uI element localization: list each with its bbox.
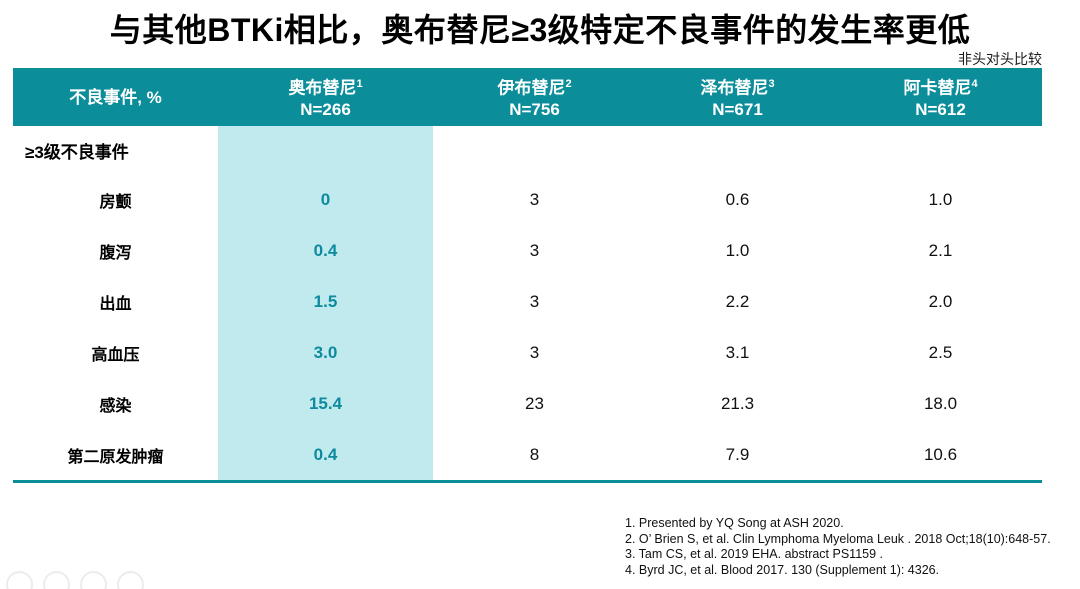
drug-n: N=266 — [300, 99, 351, 119]
drug-name: 阿卡替尼4 — [903, 78, 978, 98]
orelabrutinib-highlight-column — [218, 126, 433, 480]
header-cell-ibrutinib: 伊布替尼2 N=756 — [433, 68, 636, 126]
table-row: 高血压 3.0 3 3.1 2.5 — [13, 327, 1042, 378]
watermark-circle-icon — [43, 571, 70, 589]
value-cell: 3 — [529, 291, 540, 311]
table-row: 感染 15.4 23 21.3 18.0 — [13, 378, 1042, 429]
value-cell: 3.0 — [313, 342, 338, 362]
header-cell-zanubrutinib: 泽布替尼3 N=671 — [636, 68, 839, 126]
table-row: 腹泻 0.4 3 1.0 2.1 — [13, 225, 1042, 276]
drug-n: N=756 — [509, 99, 560, 119]
value-cell: 0.4 — [313, 444, 338, 464]
value-cell: 15.4 — [308, 393, 343, 413]
comparison-note: 非头对头比较 — [958, 51, 1042, 67]
watermark-circle-icon — [80, 571, 107, 589]
value-cell: 7.9 — [725, 444, 750, 464]
table-row: 第二原发肿瘤 0.4 8 7.9 10.6 — [13, 429, 1042, 480]
row-label: 高血压 — [91, 346, 140, 364]
table-bottom-rule — [13, 480, 1042, 483]
value-cell: 3 — [529, 342, 540, 362]
value-cell: 3 — [529, 189, 540, 209]
row-label: 感染 — [99, 397, 132, 415]
value-cell: 8 — [529, 444, 540, 464]
references-block: 1. Presented by YQ Song at ASH 2020. 2. … — [625, 516, 1080, 578]
value-cell: 3.1 — [725, 342, 750, 362]
drug-name: 奥布替尼1 — [288, 78, 363, 98]
value-cell: 0.4 — [313, 240, 338, 260]
reference-line: 3. Tam CS, et al. 2019 EHA. abstract PS1… — [625, 547, 884, 561]
drug-name: 泽布替尼3 — [700, 78, 775, 98]
value-cell: 1.0 — [928, 189, 953, 209]
value-cell: 2.0 — [928, 291, 953, 311]
value-cell: 21.3 — [720, 393, 755, 413]
section-label: ≥3级不良事件 — [25, 142, 129, 162]
watermark-circle-icon — [6, 571, 33, 589]
drug-name: 伊布替尼2 — [497, 78, 572, 98]
value-cell: 18.0 — [923, 393, 958, 413]
reference-line: 4. Byrd JC, et al. Blood 2017. 130 (Supp… — [625, 562, 940, 577]
value-cell: 3 — [529, 240, 540, 260]
watermark-circle-icon — [117, 571, 144, 589]
adverse-events-table: 不良事件, % 奥布替尼1 N=266 伊布替尼2 N=756 泽布替尼3 N=… — [13, 68, 1042, 483]
table-body: ≥3级不良事件 房颤 0 3 0.6 1.0 腹泻 0.4 3 1.0 2.1 … — [13, 126, 1042, 480]
reference-line: 1. Presented by YQ Song at ASH 2020. — [625, 516, 844, 530]
table-row: 房颤 0 3 0.6 1.0 — [13, 174, 1042, 225]
row-label: 腹泻 — [99, 244, 132, 262]
value-cell: 1.0 — [725, 240, 750, 260]
drug-n: N=612 — [915, 99, 966, 119]
row-label: 第二原发肿瘤 — [67, 448, 164, 466]
value-cell: 0 — [320, 189, 331, 209]
row-label: 出血 — [99, 295, 132, 313]
row-label: 房颤 — [99, 193, 132, 211]
header-cell-acalabrutinib: 阿卡替尼4 N=612 — [839, 68, 1042, 126]
value-cell: 2.5 — [928, 342, 953, 362]
table-header-row: 不良事件, % 奥布替尼1 N=266 伊布替尼2 N=756 泽布替尼3 N=… — [13, 68, 1042, 126]
table-row: 出血 1.5 3 2.2 2.0 — [13, 276, 1042, 327]
watermark-icons — [6, 571, 144, 589]
reference-line: 2. O’ Brien S, et al. Clin Lymphoma Myel… — [625, 531, 1051, 546]
value-cell: 23 — [525, 393, 544, 413]
header-cell-adverse-events: 不良事件, % — [13, 68, 218, 126]
slide-title: 与其他BTKi相比，奥布替尼≥3级特定不良事件的发生率更低 — [109, 12, 971, 48]
value-cell: 1.5 — [313, 291, 338, 311]
header-label: 不良事件, % — [69, 87, 162, 107]
section-header-row: ≥3级不良事件 — [13, 126, 1042, 174]
header-cell-orelabrutinib: 奥布替尼1 N=266 — [218, 68, 433, 126]
drug-n: N=671 — [712, 99, 763, 119]
value-cell: 2.2 — [725, 291, 750, 311]
value-cell: 10.6 — [923, 444, 958, 464]
value-cell: 0.6 — [725, 189, 750, 209]
value-cell: 2.1 — [928, 240, 953, 260]
